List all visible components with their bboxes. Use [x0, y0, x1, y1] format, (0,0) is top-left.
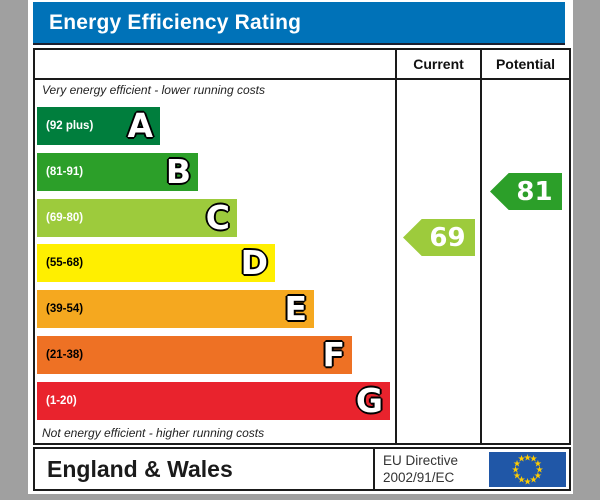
band-range-label: (69-80) — [46, 212, 84, 224]
eu-flag-star: ★ — [517, 453, 526, 464]
eu-flag-star: ★ — [513, 458, 522, 468]
rating-band-D: (55-68) D — [37, 244, 275, 282]
eu-flag-star: ★ — [513, 470, 522, 480]
band-letter: F — [322, 335, 345, 374]
footer-bar: England & Wales EU Directive 2002/91/EC … — [33, 447, 571, 491]
band-range-label: (55-68) — [46, 257, 84, 269]
note-very-efficient: Very energy efficient - lower running co… — [42, 83, 265, 97]
footer-divider — [373, 449, 375, 489]
potential-rating-arrow: 81 — [490, 173, 562, 210]
band-range-label: (81-91) — [46, 166, 84, 178]
eu-flag-star: ★ — [529, 474, 538, 485]
header-row-divider — [35, 78, 569, 80]
eu-flag-star: ★ — [533, 458, 542, 468]
epc-panel: Energy Efficiency Rating Current Potenti… — [28, 0, 573, 494]
page-title: Energy Efficiency Rating — [49, 10, 302, 34]
eu-directive-line2: 2002/91/EC — [383, 470, 455, 485]
note-not-efficient: Not energy efficient - higher running co… — [42, 426, 265, 440]
column-divider-current — [395, 50, 397, 443]
rating-band-G: (1-20) G — [37, 382, 390, 420]
band-range-label: (39-54) — [46, 303, 84, 315]
band-range-label: (21-38) — [46, 349, 84, 361]
eu-directive-label: EU Directive 2002/91/EC — [383, 452, 483, 486]
column-header-potential: Potential — [495, 56, 556, 72]
column-header-current: Current — [413, 56, 464, 72]
region-label: England & Wales — [47, 456, 233, 482]
band-letter: D — [240, 243, 268, 282]
band-letter: C — [205, 198, 230, 237]
eu-flag-star: ★ — [523, 452, 532, 462]
rating-band-E: (39-54) E — [37, 290, 314, 328]
rating-band-B: (81-91) B — [37, 153, 198, 191]
rating-chart: Current Potential Very energy efficient … — [33, 48, 571, 445]
rating-band-C: (69-80) C — [37, 199, 237, 237]
potential-rating-value: 81 — [516, 176, 553, 207]
current-rating-arrow: 69 — [403, 219, 475, 256]
eu-flag-star: ★ — [523, 476, 532, 486]
band-letter: G — [355, 381, 383, 420]
band-letter: E — [284, 289, 307, 328]
column-divider-potential — [480, 50, 482, 443]
eu-flag-star: ★ — [529, 453, 538, 464]
current-rating-value: 69 — [429, 222, 466, 253]
band-range-label: (1-20) — [46, 395, 77, 407]
chart-title-bar: Energy Efficiency Rating — [33, 2, 565, 45]
eu-directive-line1: EU Directive — [383, 453, 459, 468]
eu-flag-star: ★ — [517, 474, 526, 485]
rating-band-F: (21-38) F — [37, 336, 352, 374]
band-range-label: (92 plus) — [46, 120, 94, 132]
band-letter: B — [165, 152, 191, 191]
eu-flag-star: ★ — [511, 464, 520, 474]
eu-flag-star: ★ — [535, 464, 544, 474]
rating-band-A: (92 plus) A — [37, 107, 160, 145]
band-letter: A — [127, 106, 153, 145]
eu-flag-star: ★ — [533, 470, 542, 480]
eu-flag-icon: ★ ★ ★ ★ ★ ★ ★ ★ ★ ★ ★ ★ — [489, 452, 566, 487]
